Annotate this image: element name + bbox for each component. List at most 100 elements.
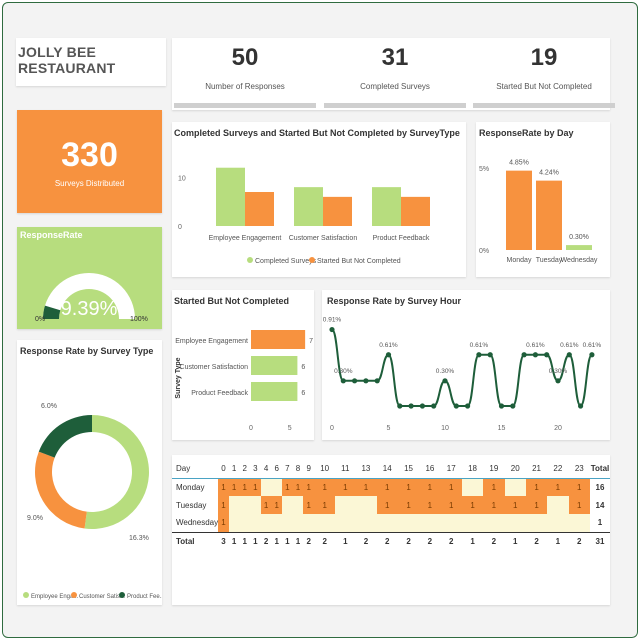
line-point — [442, 378, 448, 384]
distributed-card: 330 Surveys Distributed — [17, 110, 162, 213]
bar-completed-surveys — [216, 167, 245, 226]
hbar-title: Started But Not Completed — [174, 296, 290, 306]
donut-chart: 16.3% 9.0% 6.0% Employee Enga... Customer Sa… — [23, 403, 162, 600]
gauge-value-label: 9.39% — [61, 298, 118, 320]
kpi-started: 19 Started But Not Completed — [471, 38, 617, 108]
matrix-col-total: 2 — [303, 531, 315, 550]
matrix-col-header: 3 — [250, 460, 261, 479]
matrix-cell — [397, 514, 420, 532]
bar-started-but-not-completed — [245, 192, 274, 226]
legend-label: Product Fee... — [127, 594, 162, 600]
matrix-cell — [440, 514, 462, 532]
data-label: 7 — [309, 338, 313, 345]
matrix-cell — [504, 514, 526, 532]
matrix-col-total: 2 — [314, 531, 336, 550]
matrix-cell: 1 — [260, 496, 272, 514]
donut-card: Response Rate by Survey Type 16.3% 9.0% 6.… — [17, 340, 162, 605]
kpi-underline — [473, 103, 615, 108]
kpi-label: Number of Responses — [205, 82, 285, 91]
legend-marker — [119, 592, 125, 598]
line-point — [363, 378, 369, 384]
x-tick-label: 10 — [441, 425, 449, 432]
matrix-cell — [376, 514, 398, 532]
day-bar-title: ResponseRate by Day — [479, 128, 574, 138]
matrix-col-total: 1 — [292, 531, 304, 550]
matrix-cell — [271, 514, 283, 532]
data-label: 6 — [301, 390, 305, 397]
data-label: 0.61% — [379, 342, 398, 349]
matrix-cell — [419, 514, 441, 532]
matrix-cell: 1 — [419, 496, 441, 514]
gauge-svg: 9.39% 0% 100% — [35, 273, 148, 323]
x-tick-label: Tuesday — [536, 257, 563, 264]
matrix-cell: 1 — [461, 496, 484, 514]
matrix-cell: 1 — [218, 514, 229, 532]
data-label: 0.61% — [470, 342, 489, 349]
legend-marker — [309, 257, 315, 263]
matrix-col-header: 4 — [260, 460, 272, 479]
bar-completed-surveys — [372, 187, 401, 226]
legend-label: Employee Enga... — [31, 594, 79, 600]
matrix-cell — [483, 514, 505, 532]
matrix-col-total: 1 — [461, 531, 484, 550]
line-card: Response Rate by Survey Hour 0.91% 0.30% 0… — [322, 290, 610, 440]
donut-slice — [84, 415, 150, 529]
bar-tuesday — [536, 180, 562, 250]
matrix-cell — [271, 478, 283, 496]
kpi-label: Started But Not Completed — [496, 82, 592, 91]
kpi-underline — [324, 103, 466, 108]
data-label: 0.91% — [323, 317, 342, 324]
matrix-cell — [303, 514, 315, 532]
data-label: 0.61% — [526, 342, 545, 349]
matrix-cell — [260, 514, 272, 532]
data-label: 0.30% — [569, 234, 589, 241]
x-tick-label: 20 — [554, 425, 562, 432]
matrix-row-total: 16 — [595, 482, 605, 492]
x-tick-label: Product Feedback — [373, 235, 430, 242]
matrix-col-total: 1 — [271, 531, 283, 550]
matrix-cell: 1 — [335, 478, 356, 496]
x-tick-label: Monday — [507, 257, 532, 264]
hbar — [251, 330, 306, 349]
matrix-row: Tuesday 1 1 1 1 1 1 1 1 1 1 1 1 1 1 14 — [172, 496, 610, 514]
matrix-cell: 1 — [440, 478, 462, 496]
matrix-cell — [335, 514, 356, 532]
matrix-cell — [568, 514, 590, 532]
matrix-cell: 1 — [483, 496, 505, 514]
line-point — [329, 326, 335, 333]
data-label: 0.30% — [549, 368, 568, 375]
matrix-col-header: 18 — [461, 460, 484, 479]
matrix-total-label: Total — [172, 531, 219, 550]
kpi-value: 19 — [530, 44, 558, 71]
data-label: 0.61% — [583, 342, 602, 349]
y-tick-label: Product Feedback — [191, 390, 248, 397]
matrix-total-row: Total 3 1 1 1 2 1 1 1 2 2 1 2 2 2 2 2 1 2 1 2 1 2 31 — [172, 531, 610, 550]
matrix-col-total: 1 — [282, 531, 293, 550]
data-label: 6 — [301, 364, 305, 371]
data-label: 0.30% — [436, 368, 455, 375]
matrix-col-header: 16 — [419, 460, 441, 479]
matrix-col-total: 2 — [355, 531, 377, 550]
donut-slice — [35, 451, 87, 529]
matrix-row: Wednesday 1 1 — [172, 514, 610, 532]
matrix-col-header: 6 — [271, 460, 283, 479]
matrix-cell — [282, 514, 293, 532]
line-title: Response Rate by Survey Hour — [327, 296, 462, 306]
y-tick-label: 0 — [178, 224, 182, 231]
gauge-track — [43, 273, 135, 319]
matrix-col-total: 2 — [568, 531, 590, 550]
matrix-cell: 1 — [397, 496, 420, 514]
line-point — [453, 403, 459, 409]
matrix-cell — [355, 496, 377, 514]
line-point — [566, 352, 572, 358]
matrix-cell — [461, 478, 484, 496]
matrix-row-header: Day — [172, 460, 219, 479]
matrix-day-label: Monday — [176, 482, 205, 492]
kpi-completed: 31 Completed Surveys — [322, 38, 468, 108]
matrix-cell: 1 — [376, 478, 398, 496]
matrix-cell: 1 — [292, 478, 304, 496]
line-point — [510, 403, 516, 409]
y-tick-label: 0% — [479, 248, 489, 255]
hbar-chart: Survey Type Employee Engagement 7 Customer … — [175, 330, 313, 432]
matrix-cell: 1 — [525, 496, 548, 514]
